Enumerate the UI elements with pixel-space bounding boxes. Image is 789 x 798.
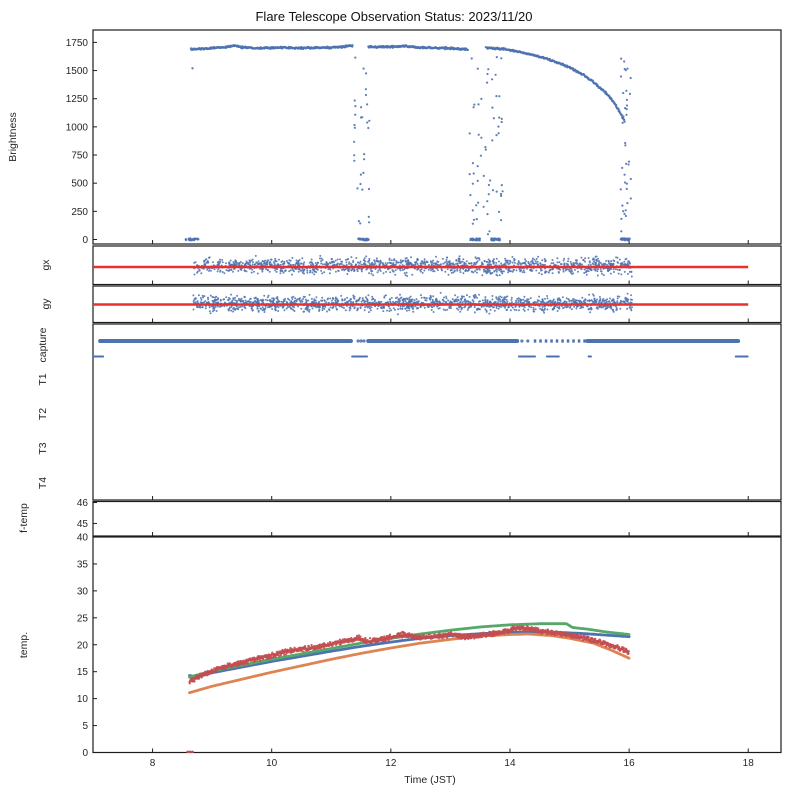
- gx-panel: [92, 245, 782, 286]
- y-tick-label: 1250: [66, 94, 89, 105]
- temp-orange-series: [188, 632, 631, 695]
- y-tick-label: 25: [77, 613, 89, 624]
- time-axis-label: Time (JST): [404, 774, 456, 786]
- t4-row-label: T4: [37, 477, 49, 489]
- y-tick-label: 30: [77, 586, 89, 597]
- ftemp-axis-label: f-temp: [18, 503, 30, 533]
- y-tick-label: 45: [77, 519, 89, 530]
- y-tick-label: 250: [71, 207, 88, 218]
- x-tick-label: 16: [624, 758, 636, 769]
- figure-title: Flare Telescope Observation Status: 2023…: [255, 9, 532, 24]
- y-tick-label: 5: [82, 721, 88, 732]
- t1-row-label: T1: [37, 373, 49, 385]
- x-tick-label: 18: [743, 758, 755, 769]
- gx-axis-label: gx: [40, 259, 52, 271]
- brightness-scatter: [184, 43, 632, 242]
- gy-axis-label: gy: [40, 298, 52, 310]
- y-tick-label: 46: [77, 498, 89, 509]
- capture-row-label: capture: [37, 327, 49, 362]
- f-temp-panel: 45 46: [77, 498, 782, 537]
- y-tick-label: 20: [77, 640, 89, 651]
- t2-row-label: T2: [37, 408, 49, 420]
- y-tick-label: 15: [77, 667, 89, 678]
- brightness-panel: 0 250 500 750 1000 1250 1500 1750: [66, 29, 782, 246]
- x-tick-label: 10: [266, 758, 278, 769]
- x-tick-label: 14: [504, 758, 516, 769]
- x-tick-label: 8: [150, 758, 156, 769]
- x-tick-label: 12: [385, 758, 397, 769]
- y-tick-label: 500: [71, 179, 88, 190]
- y-tick-label: 40: [77, 533, 89, 544]
- y-tick-label: 0: [82, 748, 88, 759]
- y-tick-label: 10: [77, 694, 89, 705]
- y-tick-label: 750: [71, 151, 88, 162]
- temp-panel: 0 5 10 15 20 25 30 35 40 8 10 12 14 16 18: [77, 533, 782, 769]
- t3-row-label: T3: [37, 442, 49, 454]
- temp-red-series: [186, 624, 630, 754]
- brightness-axis-label: Brightness: [7, 112, 19, 162]
- capture-panel: [92, 323, 782, 501]
- y-tick-label: 1500: [66, 66, 89, 77]
- gy-panel: [92, 285, 782, 324]
- y-tick-label: 35: [77, 559, 89, 570]
- y-tick-label: 1000: [66, 122, 89, 133]
- temp-axis-label: temp.: [18, 632, 30, 658]
- y-tick-label: 1750: [66, 38, 89, 49]
- y-tick-label: 0: [82, 235, 88, 246]
- plot-panels: 0 250 500 750 1000 1250 1500 1750 45 46 0 5 10 15 20 25…: [66, 29, 782, 769]
